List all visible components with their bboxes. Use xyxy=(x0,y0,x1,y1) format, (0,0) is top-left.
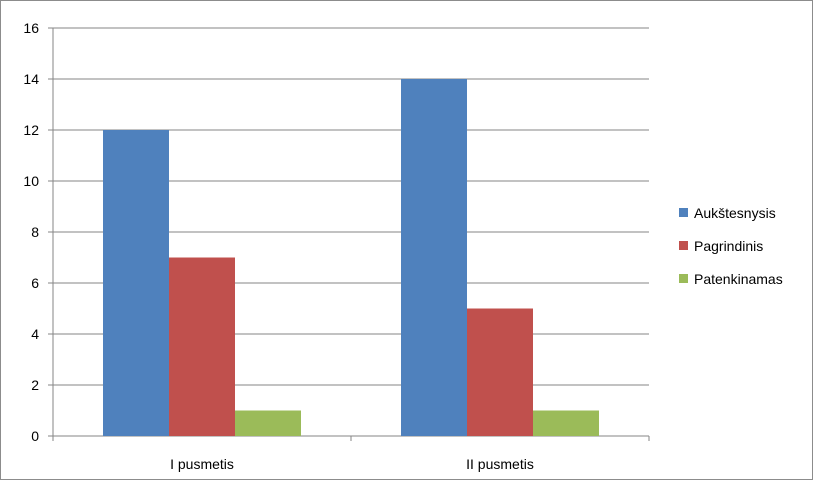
legend-swatch xyxy=(679,274,688,283)
y-tick-label: 16 xyxy=(23,20,39,36)
bar-2-1 xyxy=(169,257,235,436)
legend-label: Patenkinamas xyxy=(694,271,783,287)
x-tick-label: II pusmetis xyxy=(466,456,534,472)
legend-label: Aukštesnysis xyxy=(694,205,776,221)
x-tick-label: I pusmetis xyxy=(170,456,234,472)
bar-3-1 xyxy=(235,410,301,436)
legend-label: Pagrindinis xyxy=(694,238,763,254)
y-tick-label: 0 xyxy=(31,428,39,444)
x-tick-labels: I pusmetis II pusmetis xyxy=(170,456,534,472)
y-tick-label: 8 xyxy=(31,224,39,240)
y-tick-label: 4 xyxy=(31,326,39,342)
legend: Aukštesnysis Pagrindinis Patenkinamas xyxy=(679,205,783,287)
bars xyxy=(103,79,599,436)
y-tick-label: 12 xyxy=(23,122,39,138)
legend-swatch xyxy=(679,208,688,217)
bar-2-2 xyxy=(467,308,533,436)
y-tick-label: 14 xyxy=(23,71,39,87)
bar-1-1 xyxy=(103,130,169,436)
bar-1-2 xyxy=(401,79,467,436)
y-tick-label: 10 xyxy=(23,173,39,189)
y-tick-label: 2 xyxy=(31,377,39,393)
legend-swatch xyxy=(679,241,688,250)
y-tick-labels: 0 2 4 6 8 10 12 14 16 xyxy=(23,20,39,444)
y-tick-label: 6 xyxy=(31,275,39,291)
bar-3-2 xyxy=(533,410,599,436)
